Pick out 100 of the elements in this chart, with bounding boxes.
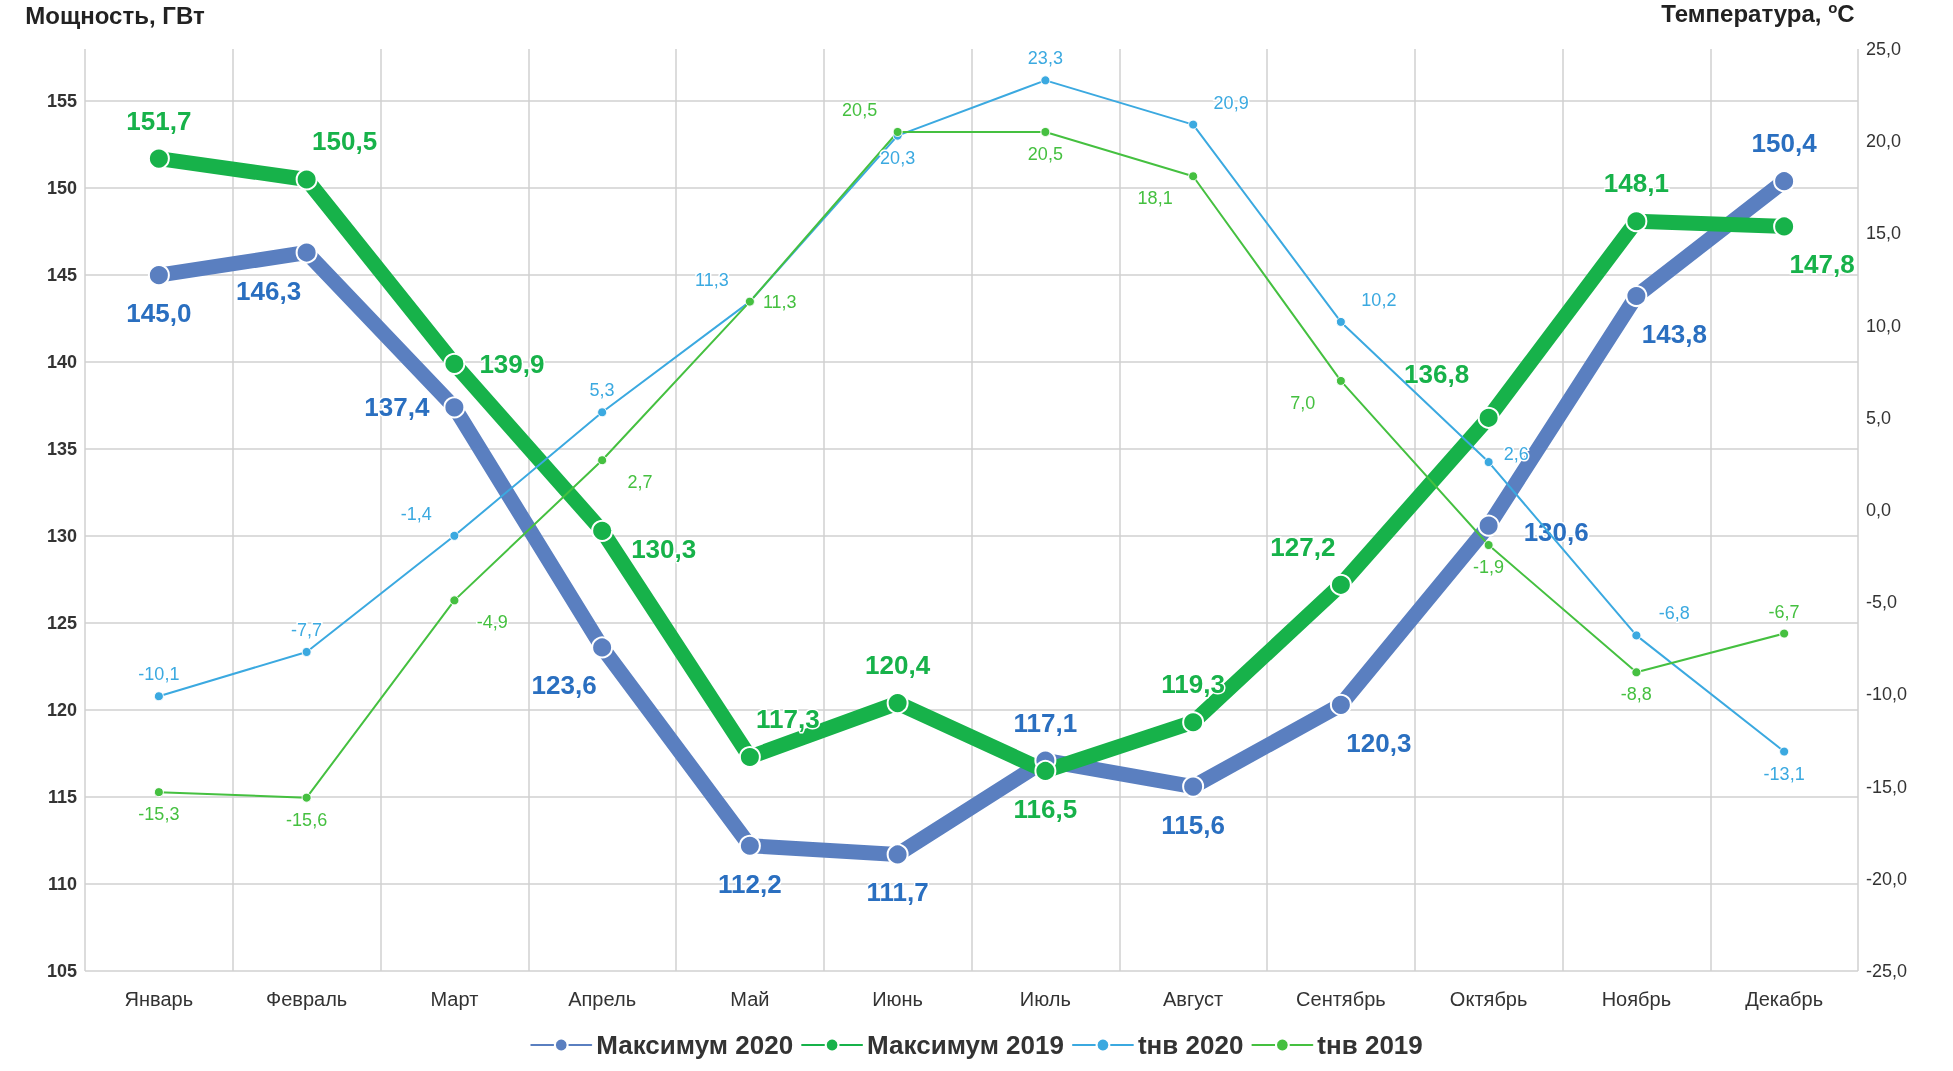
point <box>1034 759 1057 782</box>
point <box>1483 457 1494 468</box>
y-tick-label: 115 <box>47 787 77 808</box>
point <box>597 407 608 418</box>
x-tick-label: Февраль <box>265 988 348 1010</box>
y-tick-label: 110 <box>47 874 77 895</box>
data-label: -6,7 <box>1768 601 1800 622</box>
point <box>886 692 909 715</box>
y2-tick-label: -10,0 <box>1866 684 1908 705</box>
x-tick-label: Июнь <box>872 988 924 1010</box>
data-label: -15,3 <box>138 804 180 825</box>
y-tick-label: 125 <box>46 613 77 634</box>
point <box>738 746 761 769</box>
point <box>1188 171 1199 182</box>
data-label: 115,6 <box>1161 809 1225 840</box>
data-label: 145,0 <box>126 298 192 329</box>
point <box>738 834 761 857</box>
point <box>153 691 164 702</box>
data-label: 20,9 <box>1213 92 1249 113</box>
point <box>591 636 614 659</box>
point <box>1625 210 1648 233</box>
y2-tick-label: -15,0 <box>1866 776 1908 797</box>
point <box>1773 170 1796 193</box>
data-label: 150,4 <box>1751 128 1818 159</box>
data-label: -15,6 <box>286 809 328 830</box>
y-tick-label: 130 <box>46 526 77 547</box>
x-tick-label: Март <box>430 988 479 1010</box>
data-label: 23,3 <box>1027 48 1063 69</box>
data-label: 120,3 <box>1346 727 1412 758</box>
point <box>1625 285 1648 308</box>
data-label: 123,6 <box>531 670 597 701</box>
point <box>1182 775 1205 798</box>
data-label: 139,9 <box>479 348 545 379</box>
point <box>1631 630 1642 641</box>
point <box>597 455 608 466</box>
x-tick-label: Апрель <box>568 988 637 1010</box>
y-tick-label: 155 <box>46 91 77 112</box>
data-label: 11,3 <box>695 269 729 290</box>
y2-tick-label: 25,0 <box>1866 39 1902 59</box>
data-label: 7,0 <box>1290 392 1316 413</box>
point <box>1631 667 1642 678</box>
data-label: -1,4 <box>400 503 432 524</box>
data-label: 150,5 <box>312 126 378 157</box>
data-label: -8,8 <box>1620 684 1652 705</box>
data-label: 119,3 <box>1161 669 1225 700</box>
data-label: 10,2 <box>1361 289 1397 310</box>
data-label: 2,7 <box>627 472 653 493</box>
point <box>147 147 170 170</box>
y-tick-label: 140 <box>46 352 77 373</box>
point <box>301 792 312 803</box>
legend-label: tнв 2020 <box>1137 1030 1244 1060</box>
y-tick-label: 135 <box>46 439 77 460</box>
y2-tick-label: 5,0 <box>1866 407 1892 428</box>
point <box>295 241 318 264</box>
point <box>1335 316 1346 327</box>
point <box>443 396 466 419</box>
data-label: -6,8 <box>1658 603 1690 624</box>
point <box>1040 126 1051 137</box>
data-label: -13,1 <box>1763 763 1805 784</box>
data-label: 151,7 <box>126 105 192 136</box>
y-tick-label: 120 <box>46 700 77 721</box>
data-label: 117,1 <box>1013 707 1078 738</box>
y-tick-label: 145 <box>46 265 77 286</box>
data-label: 20,5 <box>842 99 878 120</box>
data-label: 136,8 <box>1404 358 1470 389</box>
legend-label: Максимум 2019 <box>867 1030 1064 1060</box>
data-label: 20,3 <box>880 147 916 168</box>
data-label: 137,4 <box>364 392 430 423</box>
data-label: 111,7 <box>866 877 929 908</box>
data-label: 127,2 <box>1270 531 1336 562</box>
point <box>1483 540 1494 551</box>
y-tick-label: 105 <box>46 961 77 981</box>
point <box>1040 75 1051 86</box>
data-label: -4,9 <box>476 612 508 633</box>
x-tick-label: Октябрь <box>1449 988 1528 1010</box>
data-label: -7,7 <box>291 619 323 640</box>
point <box>1779 746 1790 757</box>
point <box>1477 406 1500 429</box>
data-label: 5,3 <box>589 380 615 401</box>
data-label: 147,8 <box>1789 249 1855 280</box>
y2-tick-label: -20,0 <box>1866 868 1908 889</box>
x-tick-label: Август <box>1163 988 1224 1010</box>
y-axis-title: Мощность, ГВт <box>25 1 205 29</box>
point <box>1329 693 1352 716</box>
x-tick-label: Декабрь <box>1745 988 1824 1010</box>
data-label: -10,1 <box>138 664 180 685</box>
x-tick-label: Январь <box>124 988 194 1010</box>
point <box>443 352 466 375</box>
point <box>1477 514 1500 537</box>
point <box>449 530 460 541</box>
point <box>591 519 614 542</box>
data-label: 117,3 <box>756 704 820 735</box>
data-label: 120,4 <box>865 650 931 681</box>
point <box>153 787 164 798</box>
data-label: 130,3 <box>631 533 697 564</box>
point <box>1188 119 1199 130</box>
y2-tick-label: 10,0 <box>1866 315 1902 336</box>
point <box>1329 573 1352 596</box>
data-label: 146,3 <box>236 275 302 306</box>
y2-tick-label: -5,0 <box>1866 592 1898 613</box>
